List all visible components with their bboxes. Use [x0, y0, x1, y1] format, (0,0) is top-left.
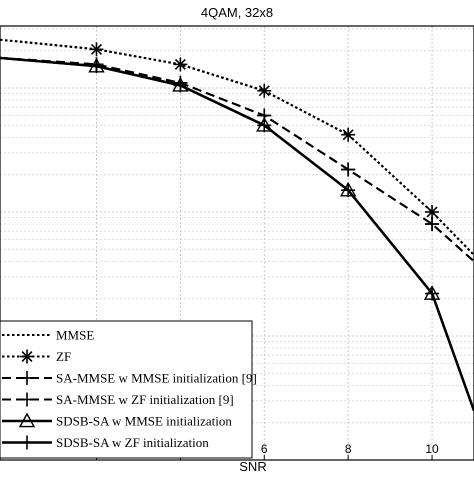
- legend-entry: MMSE: [2, 328, 94, 343]
- data-point: [20, 435, 34, 450]
- chart-legend: MMSE ZF SA-MMSE w MMSE initialization [9] S…: [0, 320, 257, 459]
- chart-title: 4QAM, 32x8: [201, 5, 273, 20]
- data-point: [173, 57, 188, 72]
- data-point: [425, 217, 440, 232]
- data-point: [341, 127, 356, 142]
- data-point: [20, 392, 34, 407]
- data-point: [89, 59, 104, 74]
- data-point: [341, 183, 356, 198]
- series-2: [0, 38, 474, 256]
- data-point: [341, 162, 356, 177]
- legend-label: SA-MMSE w MMSE initialization [9]: [56, 371, 257, 386]
- legend-label: SA-MMSE w ZF initialization [9]: [56, 392, 234, 407]
- data-point: [425, 286, 440, 301]
- x-tick-label: 8: [345, 442, 352, 456]
- legend-entry: ZF: [2, 349, 71, 364]
- x-axis-label: SNR: [239, 459, 266, 474]
- data-point: [18, 412, 36, 428]
- legend-entry: SDSB-SA w ZF initialization: [2, 435, 209, 450]
- x-tick-label: 6: [261, 442, 268, 456]
- data-point: [257, 83, 272, 98]
- legend-entry: SDSB-SA w MMSE initialization: [2, 412, 232, 429]
- series-6: [0, 56, 474, 412]
- x-tick-label: 10: [425, 442, 439, 456]
- legend-label: SDSB-SA w MMSE initialization: [56, 414, 232, 429]
- legend-entry: SA-MMSE w MMSE initialization [9]: [2, 371, 257, 386]
- legend-label: MMSE: [56, 328, 94, 343]
- data-point: [257, 118, 272, 133]
- legend-label: ZF: [56, 349, 71, 364]
- legend-box: [0, 320, 253, 459]
- data-point: [20, 349, 34, 364]
- legend-entry: SA-MMSE w ZF initialization [9]: [2, 392, 234, 407]
- chart-series: [0, 38, 474, 412]
- data-point: [89, 42, 104, 57]
- legend-label: SDSB-SA w ZF initialization: [56, 435, 209, 450]
- data-point: [173, 78, 188, 93]
- data-point: [425, 205, 440, 219]
- data-point: [20, 371, 34, 385]
- plot-frame: [0, 25, 474, 461]
